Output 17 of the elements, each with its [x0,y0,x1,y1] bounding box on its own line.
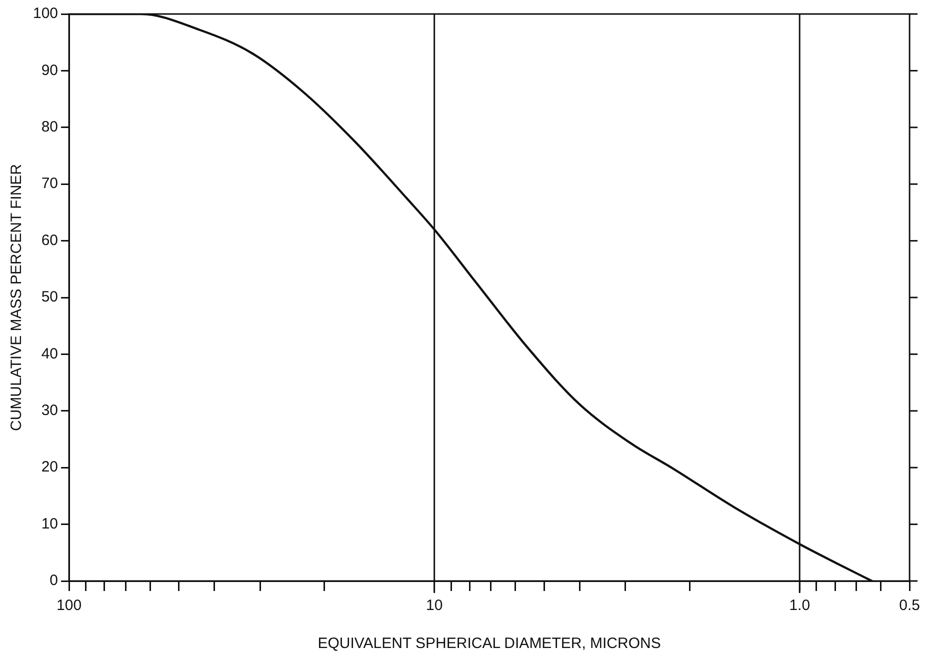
y-tick-label: 40 [41,345,58,362]
x-tick-label: 100 [56,597,82,614]
y-tick-label: 20 [41,458,58,476]
x-tick-label: 0.5 [899,597,920,614]
y-tick-label: 70 [41,175,58,192]
x-tick-label: 1.0 [789,597,810,614]
y-tick-label: 60 [41,232,58,249]
y-tick-label: 90 [41,62,58,79]
x-tick-label: 10 [426,597,443,614]
y-axis-title: CUMULATIVE MASS PERCENT FINER [8,164,26,431]
y-tick-label: 0 [50,572,58,590]
y-tick-label: 30 [41,402,58,420]
y-tick-label: 80 [41,118,58,136]
y-tick-label: 10 [41,515,58,532]
x-axis-title: EQUIVALENT SPHERICAL DIAMETER, MICRONS [318,635,661,652]
y-tick-label: 100 [32,5,58,22]
y-tick-label: 50 [41,288,58,306]
